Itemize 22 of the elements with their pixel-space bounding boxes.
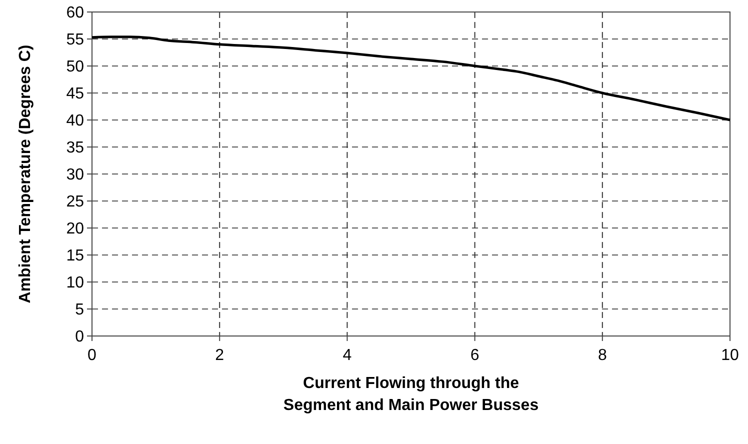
x-tick-label: 8 xyxy=(598,347,607,364)
x-tick-label: 4 xyxy=(342,347,352,364)
y-tick-label: 15 xyxy=(66,248,84,265)
y-tick-label: 40 xyxy=(66,112,84,130)
y-tick-label: 35 xyxy=(66,140,84,157)
y-tick-label: 20 xyxy=(66,220,84,238)
x-axis-title: Current Flowing through the Segment and Main Power Busses xyxy=(283,375,539,414)
y-tick-label: 0 xyxy=(75,328,84,346)
x-tick-label: 0 xyxy=(88,347,97,364)
y-tick-label: 30 xyxy=(66,166,84,184)
x-tick-label: 10 xyxy=(721,347,739,364)
y-tick-label: 10 xyxy=(66,274,84,292)
x-tick-label: 6 xyxy=(470,347,480,364)
y-tick-label: 45 xyxy=(66,86,84,103)
y-tick-label: 5 xyxy=(75,302,84,319)
y-axis-title: Ambient Temperature (Degrees C) xyxy=(17,44,34,304)
y-tick-label: 25 xyxy=(66,194,84,211)
x-tick-label: 2 xyxy=(215,347,224,364)
y-tick-label: 55 xyxy=(66,32,84,49)
y-tick-label: 60 xyxy=(66,4,84,22)
y-tick-label: 50 xyxy=(66,58,84,76)
line-series xyxy=(90,36,732,122)
